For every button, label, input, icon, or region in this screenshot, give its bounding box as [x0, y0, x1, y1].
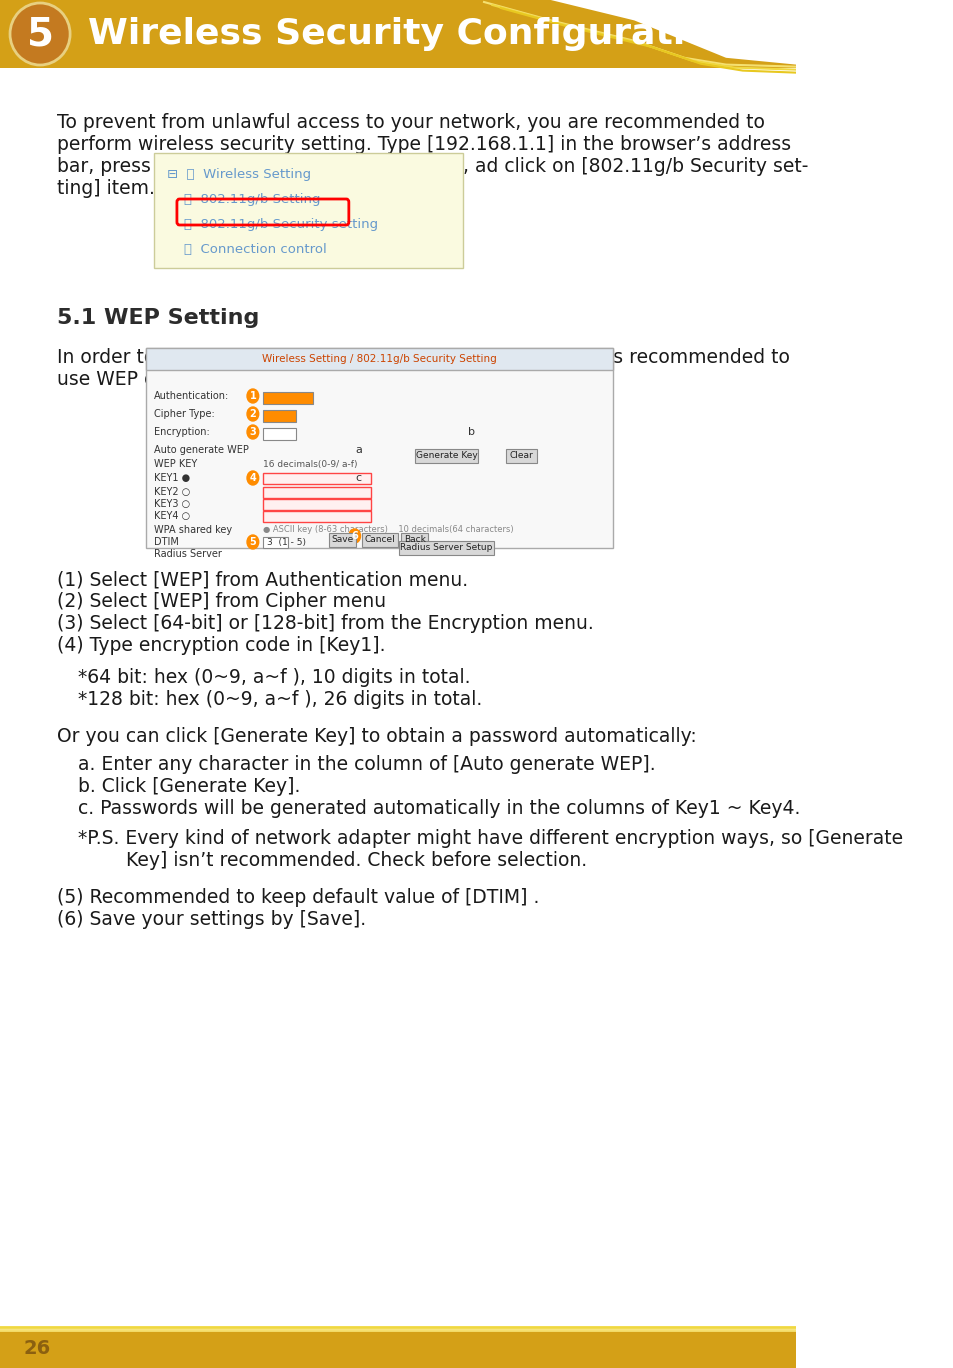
Text: ting] item. And select WEP or WPA setting.: ting] item. And select WEP or WPA settin…: [56, 179, 456, 198]
Text: WPA shared key: WPA shared key: [154, 525, 233, 535]
Bar: [329, 534, 355, 547]
Text: Encryption:: Encryption:: [154, 427, 210, 436]
Circle shape: [247, 425, 258, 439]
Text: 📁  802.11g/b Setting: 📁 802.11g/b Setting: [183, 193, 320, 207]
Text: 📁  Connection control: 📁 Connection control: [183, 244, 326, 256]
Text: 5: 5: [250, 538, 256, 547]
Text: (6) Save your settings by [Save].: (6) Save your settings by [Save].: [56, 910, 366, 929]
Bar: [401, 534, 428, 547]
Text: *128 bit: hex (0~9, a~f ), 26 digits in total.: *128 bit: hex (0~9, a~f ), 26 digits in …: [77, 689, 481, 709]
Text: ⊟  📁  Wireless Setting: ⊟ 📁 Wireless Setting: [167, 168, 311, 181]
Circle shape: [247, 408, 258, 421]
Text: Save: Save: [331, 535, 353, 544]
Text: b: b: [468, 427, 475, 436]
Text: a. Enter any character in the column of [Auto generate WEP].: a. Enter any character in the column of …: [77, 755, 655, 774]
Text: Back: Back: [403, 535, 425, 544]
Text: 5: 5: [27, 15, 53, 53]
Text: 2: 2: [246, 409, 253, 419]
Text: To prevent from unlawful access to your network, you are recommended to: To prevent from unlawful access to your …: [56, 114, 763, 131]
Text: b. Click [Generate Key].: b. Click [Generate Key].: [77, 777, 299, 796]
Text: KEY2 ○: KEY2 ○: [154, 487, 191, 497]
Circle shape: [247, 535, 258, 549]
Circle shape: [247, 471, 258, 486]
Text: bar, press [Enter]. Enter the function menu, ad click on [802.11g/b Security set: bar, press [Enter]. Enter the function m…: [56, 157, 807, 176]
Text: (3) Select [64-bit] or [128-bit] from the Encryption menu.: (3) Select [64-bit] or [128-bit] from th…: [56, 614, 593, 633]
Text: 📁  802.11g/b Security setting: 📁 802.11g/b Security setting: [183, 218, 377, 231]
Text: Or you can click [Generate Key] to obtain a password automatically:: Or you can click [Generate Key] to obtai…: [56, 726, 696, 746]
Text: Radius Server Setup: Radius Server Setup: [400, 543, 492, 553]
Text: 6: 6: [351, 531, 357, 540]
Text: use WEP encryption when using wireless connection.: use WEP encryption when using wireless c…: [56, 369, 554, 389]
Text: 3: 3: [250, 427, 256, 436]
Text: In order to prevent your information from being hacked, it is recommended to: In order to prevent your information fro…: [56, 347, 789, 367]
Bar: [146, 347, 613, 549]
Text: Clear: Clear: [509, 451, 533, 461]
Text: (1) Select [WEP] from Authentication menu.: (1) Select [WEP] from Authentication men…: [56, 570, 467, 590]
Bar: [263, 487, 371, 498]
Text: 16 decimals(0-9/ a-f): 16 decimals(0-9/ a-f): [263, 460, 357, 468]
Text: a: a: [355, 445, 362, 456]
Text: Key] isn’t recommended. Check before selection.: Key] isn’t recommended. Check before sel…: [77, 851, 586, 870]
Circle shape: [247, 389, 258, 404]
Bar: [263, 473, 371, 484]
Text: 4: 4: [250, 473, 256, 483]
Text: WEP KEY: WEP KEY: [154, 460, 197, 469]
Polygon shape: [483, 0, 796, 64]
Bar: [263, 499, 371, 510]
Text: Generate Key: Generate Key: [416, 451, 476, 461]
Text: Cipher Type:: Cipher Type:: [154, 409, 215, 419]
Bar: [398, 540, 494, 555]
Text: (2) Select [WEP] from Cipher menu: (2) Select [WEP] from Cipher menu: [56, 592, 385, 611]
Text: ● ASCII key (8-63 characters)    10 decimals(64 characters): ● ASCII key (8-63 characters) 10 decimal…: [263, 525, 513, 535]
Text: c. Passwords will be generated automatically in the columns of Key1 ~ Key4.: c. Passwords will be generated automatic…: [77, 799, 800, 818]
Bar: [263, 393, 313, 404]
Text: (4) Type encryption code in [Key1].: (4) Type encryption code in [Key1].: [56, 636, 385, 655]
Bar: [263, 538, 288, 549]
Bar: [263, 428, 296, 440]
Bar: [361, 534, 397, 547]
Text: (5) Recommended to keep default value of [DTIM] .: (5) Recommended to keep default value of…: [56, 888, 538, 907]
Bar: [146, 347, 613, 369]
Bar: [154, 153, 463, 268]
Text: Wireless Security Configuration: Wireless Security Configuration: [88, 16, 735, 51]
Text: Authentication:: Authentication:: [154, 391, 230, 401]
Text: 5: 5: [246, 538, 253, 547]
Text: 4: 4: [246, 473, 253, 483]
Text: DTIM: DTIM: [154, 538, 179, 547]
Text: Radius Server: Radius Server: [154, 549, 222, 560]
Text: Wireless Setting / 802.11g/b Security Setting: Wireless Setting / 802.11g/b Security Se…: [262, 354, 497, 364]
Bar: [0, 0, 796, 68]
Text: *64 bit: hex (0~9, a~f ), 10 digits in total.: *64 bit: hex (0~9, a~f ), 10 digits in t…: [77, 668, 470, 687]
Bar: [505, 449, 537, 462]
Bar: [263, 410, 296, 421]
Text: 26: 26: [23, 1339, 51, 1358]
Bar: [0, 1330, 796, 1368]
Text: 2: 2: [250, 409, 256, 419]
Text: KEY4 ○: KEY4 ○: [154, 512, 191, 521]
Text: 3  (1 - 5): 3 (1 - 5): [267, 539, 306, 547]
Text: Cancel: Cancel: [364, 535, 395, 544]
Text: *P.S. Every kind of network adapter might have different encryption ways, so [Ge: *P.S. Every kind of network adapter migh…: [77, 829, 902, 848]
Text: 1: 1: [250, 391, 256, 401]
Text: perform wireless security setting. Type [192.168.1.1] in the browser’s address: perform wireless security setting. Type …: [56, 135, 790, 155]
Text: 1: 1: [246, 391, 253, 401]
Text: KEY1 ●: KEY1 ●: [154, 473, 191, 483]
Bar: [415, 449, 477, 462]
Text: KEY3 ○: KEY3 ○: [154, 499, 191, 509]
Bar: [263, 512, 371, 523]
Circle shape: [349, 529, 360, 543]
Text: Auto generate WEP: Auto generate WEP: [154, 445, 249, 456]
Ellipse shape: [10, 3, 70, 66]
Text: c: c: [355, 473, 361, 483]
Text: 3: 3: [246, 427, 253, 436]
Text: 5.1 WEP Setting: 5.1 WEP Setting: [56, 308, 259, 328]
